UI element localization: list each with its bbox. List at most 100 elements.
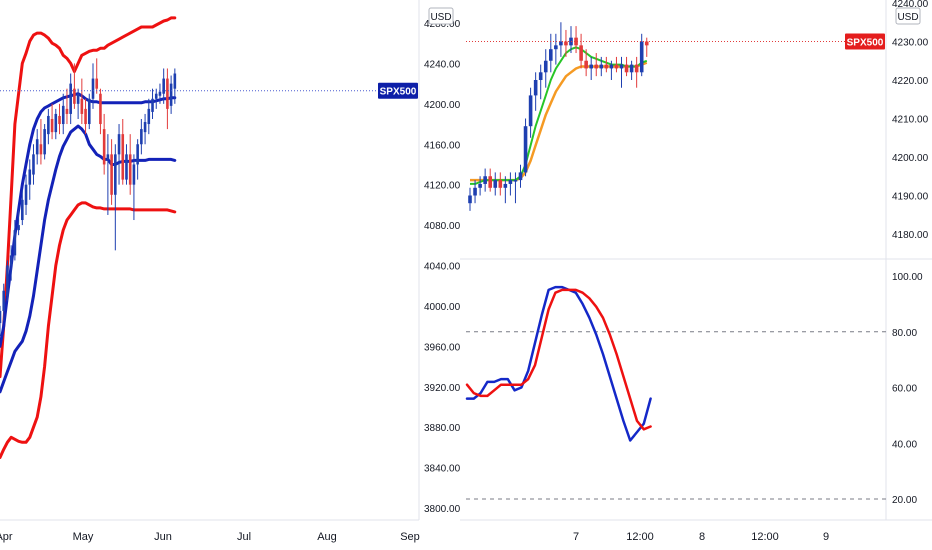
right-symbol-tag: SPX500	[845, 33, 885, 50]
left-x-tick-label: Apr	[0, 531, 13, 543]
right-time-axis[interactable]: 7 12:00 8 12:00 9	[573, 531, 829, 543]
candle-body	[35, 139, 39, 155]
candle	[95, 58, 99, 94]
candle-body	[468, 195, 472, 204]
candle-body	[106, 154, 110, 160]
candle	[35, 129, 39, 165]
candle	[84, 98, 87, 135]
candle-body	[523, 126, 528, 173]
right-chart-panel[interactable]: 4240.00 4230.00 4220.00 4210.00 4200.00 4190.…	[460, 0, 932, 543]
candle-body	[614, 64, 619, 69]
candle-body	[99, 93, 102, 125]
candle-body	[518, 172, 523, 181]
candle	[549, 33, 553, 73]
candle-body	[624, 64, 629, 73]
left-symbol-tag-text: SPX500	[380, 87, 417, 98]
candle-body	[136, 144, 139, 165]
right-y-tick-label: 4180.00	[892, 230, 929, 241]
right-candles	[468, 22, 649, 211]
left-bollinger-bands	[0, 16, 177, 459]
candle-body	[543, 60, 548, 73]
oscillator-levels	[466, 331, 886, 500]
left-y-tick-label: 4160.00	[424, 140, 461, 151]
candle-body	[162, 78, 165, 94]
candle-body	[493, 180, 498, 188]
candle	[166, 68, 169, 130]
candle-body	[24, 184, 28, 205]
oscillator-axis[interactable]: 100.00 80.00 60.00 40.00 20.00	[892, 272, 923, 506]
left-time-axis[interactable]: Apr May Jun Jul Aug Sep	[0, 531, 420, 543]
candle	[121, 118, 125, 185]
right-currency-text: USD	[897, 12, 918, 23]
candle-body	[513, 180, 518, 182]
osc-y-tick-label: 60.00	[892, 384, 917, 395]
right-symbol-tag-text: SPX500	[847, 38, 884, 49]
candle	[503, 176, 508, 204]
candle	[143, 113, 147, 145]
candle-body	[147, 108, 151, 125]
candle-body	[528, 95, 533, 127]
candle-body	[483, 176, 487, 184]
candle-body	[173, 73, 177, 89]
osc-d-line	[465, 288, 652, 431]
candle-body	[629, 64, 634, 73]
left-chart-panel[interactable]: 4280.004240.004200.004160.004120.004080.…	[0, 0, 461, 543]
candle	[147, 98, 151, 135]
candle	[87, 93, 91, 130]
left-currency-label: USD	[428, 7, 454, 25]
candle-body	[639, 41, 644, 73]
candle-body	[21, 199, 24, 221]
candle	[579, 33, 583, 69]
candle-body	[151, 98, 154, 112]
candle	[614, 56, 619, 73]
candle	[513, 172, 518, 204]
candle	[91, 63, 95, 109]
osc-y-tick-label: 100.00	[892, 272, 923, 283]
candle	[73, 63, 76, 109]
candle-body	[538, 72, 543, 80]
outer-lower-band-line	[0, 201, 177, 459]
candle-body	[39, 144, 43, 155]
candle	[154, 88, 158, 109]
right-x-tick-label: 7	[573, 531, 579, 543]
candle-body	[110, 154, 113, 195]
candle	[559, 22, 563, 57]
right-y-tick-label: 4190.00	[892, 192, 929, 203]
candle-body	[61, 105, 65, 125]
candle	[644, 37, 649, 57]
candle-body	[43, 129, 46, 155]
candle	[493, 172, 498, 196]
candle-body	[128, 154, 132, 185]
candle-body	[554, 45, 558, 50]
candle	[574, 26, 578, 54]
candle	[599, 56, 604, 77]
candle-body	[488, 176, 492, 188]
candle	[609, 60, 614, 80]
left-price-axis[interactable]: 4280.004240.004200.004160.004120.004080.…	[424, 19, 461, 515]
right-x-tick-label: 12:00	[626, 531, 654, 543]
candle-body	[154, 93, 158, 99]
candle	[528, 87, 533, 138]
candle	[173, 68, 177, 104]
right-price-axis[interactable]: 4240.00 4230.00 4220.00 4210.00 4200.00 4190.…	[892, 0, 929, 241]
candle-body	[95, 78, 99, 89]
candle-body	[13, 230, 17, 256]
candle-body	[166, 78, 169, 109]
candle-body	[584, 60, 588, 69]
candle	[24, 174, 28, 215]
candle	[110, 139, 113, 205]
left-y-tick-label: 4240.00	[424, 59, 461, 70]
candle-body	[634, 64, 639, 73]
left-y-tick-label: 4120.00	[424, 181, 461, 192]
left-y-tick-label: 3840.00	[424, 464, 461, 475]
candle-body	[503, 183, 508, 188]
candle-body	[609, 64, 614, 69]
candle	[483, 168, 487, 192]
candle-body	[73, 88, 76, 104]
candle	[604, 56, 609, 73]
osc-y-tick-label: 80.00	[892, 328, 917, 339]
candle-body	[559, 41, 563, 46]
candle	[6, 260, 9, 301]
candle	[69, 73, 72, 125]
candle-body	[498, 180, 503, 188]
